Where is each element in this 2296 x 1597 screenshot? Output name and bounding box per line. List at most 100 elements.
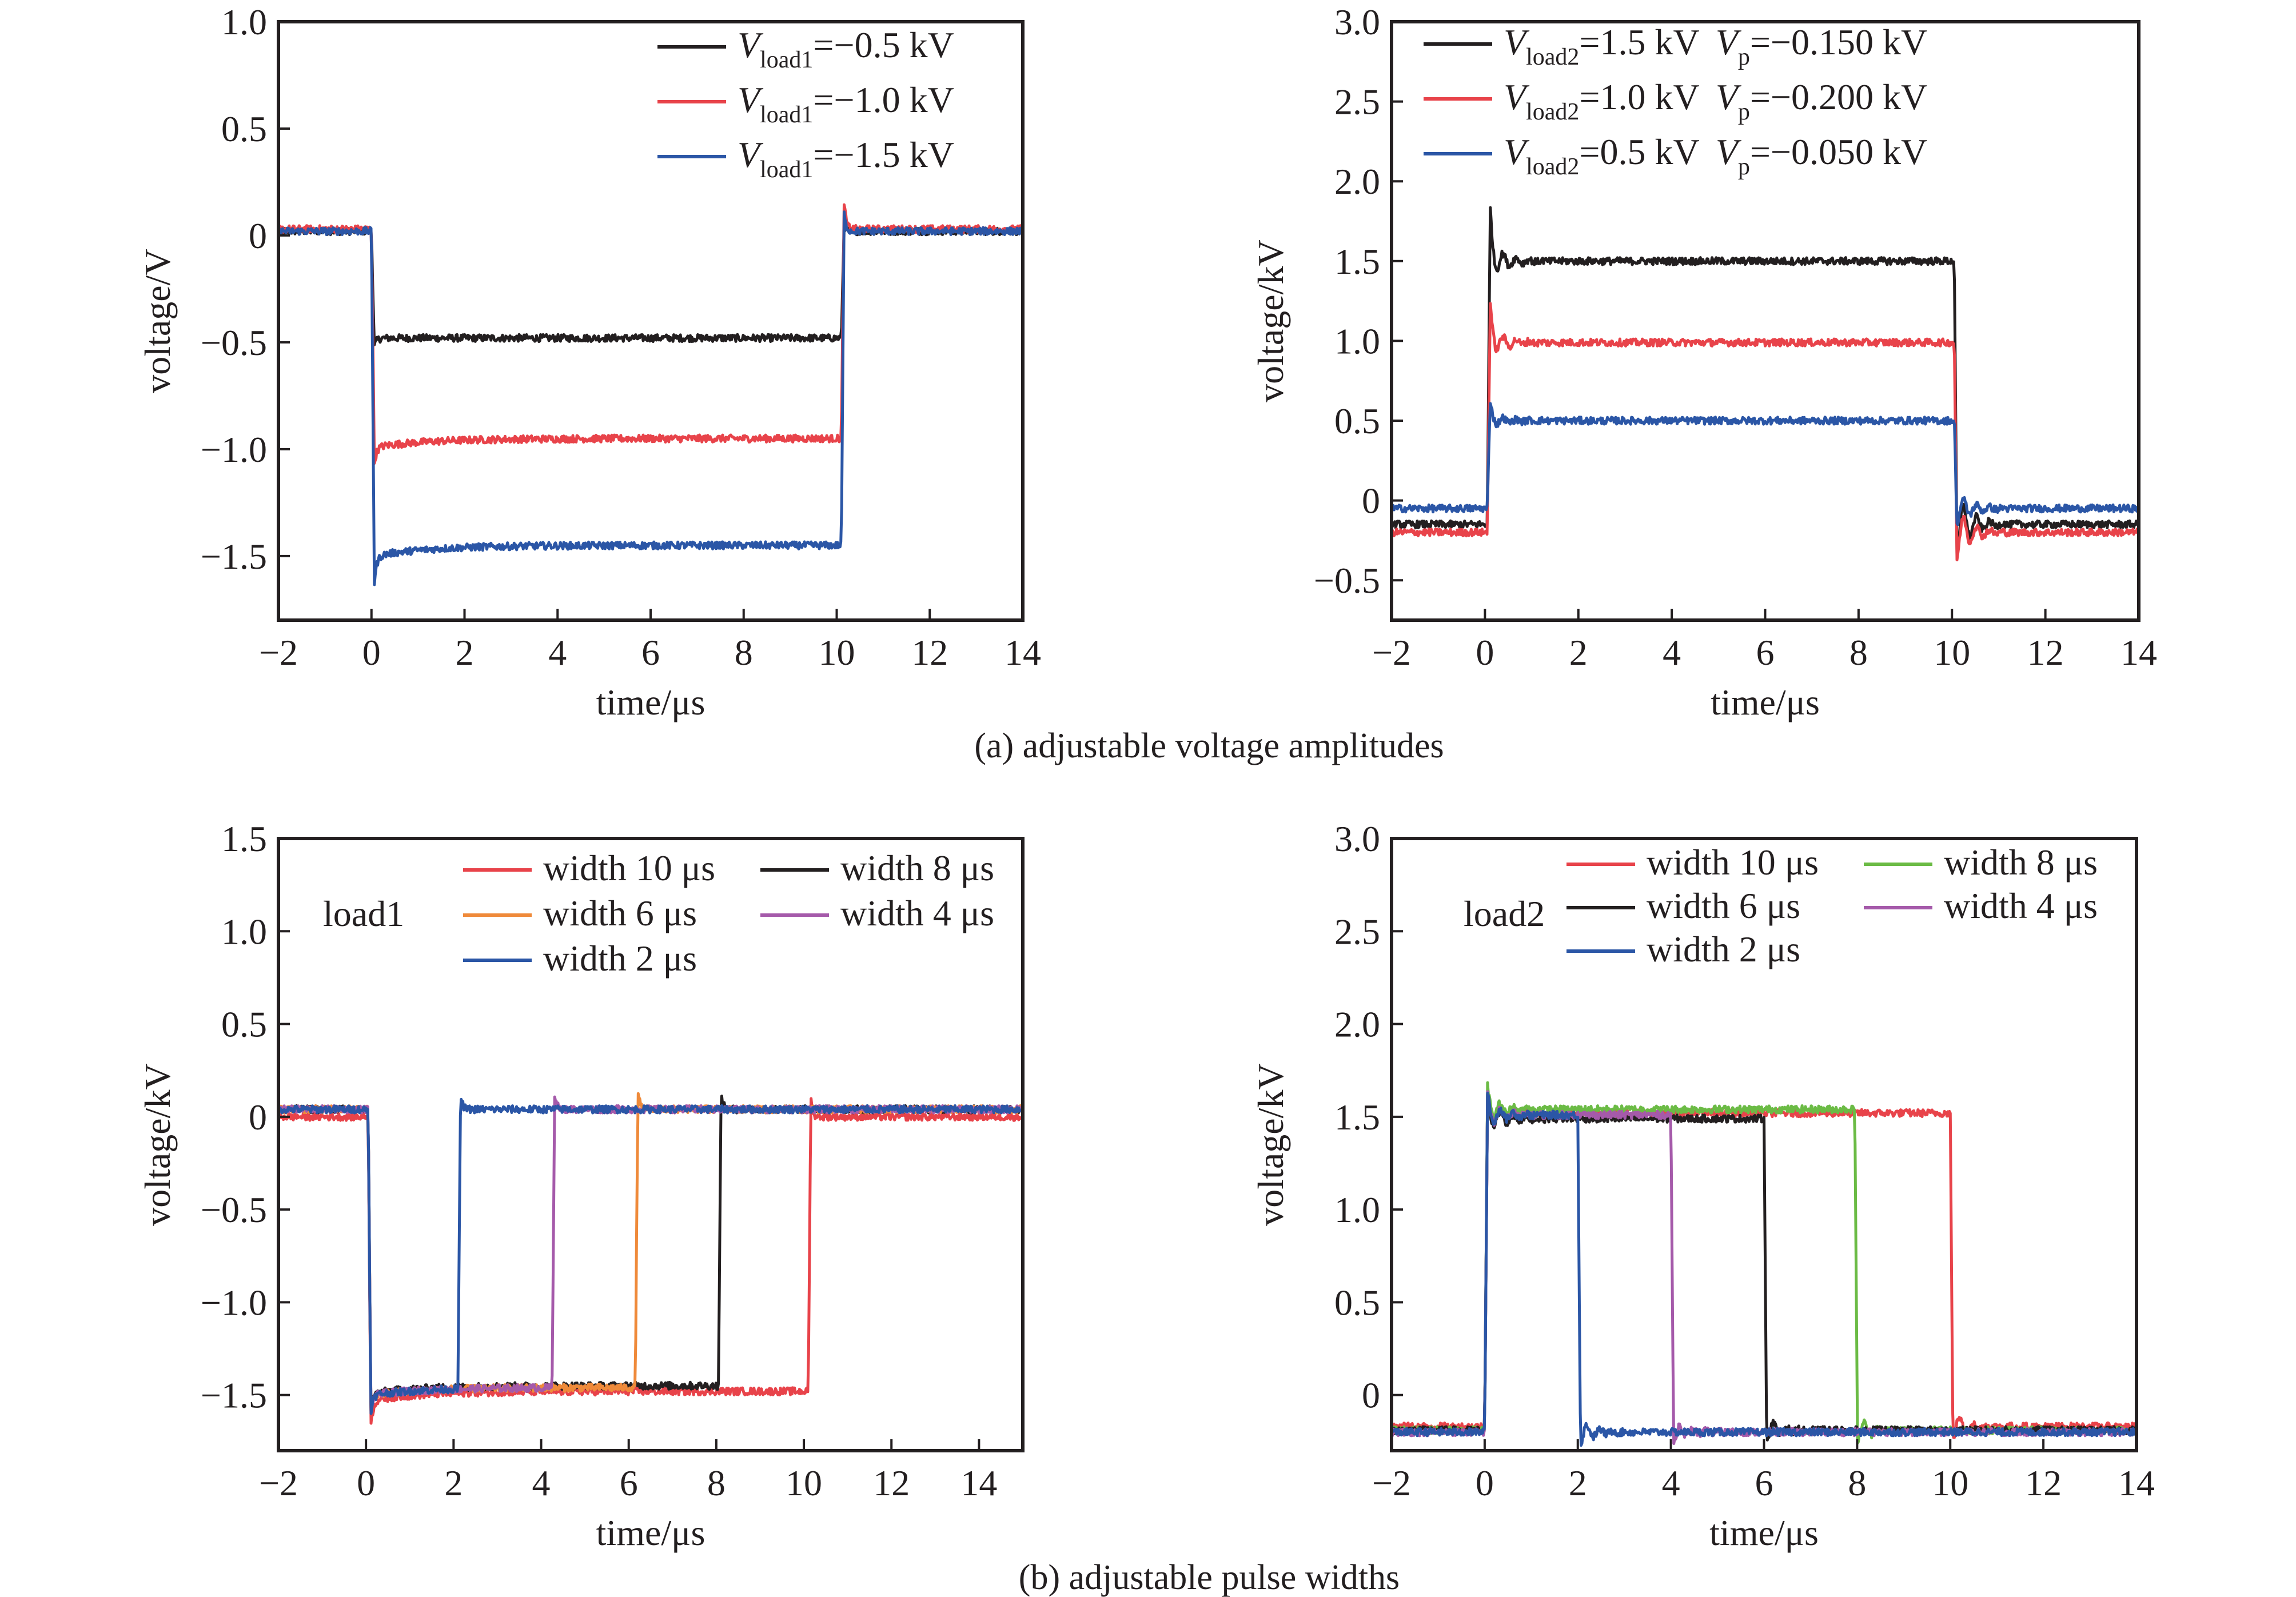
x-tick-label: 8 bbox=[735, 632, 753, 673]
y-tick-label: −1.5 bbox=[201, 536, 267, 577]
x-tick-label: 2 bbox=[1569, 632, 1588, 673]
series-line-1 bbox=[1392, 1081, 2136, 1445]
x-tick-label: 6 bbox=[1755, 1463, 1773, 1503]
legend-label: Vload2=0.5 kV Vp=−0.050 kV bbox=[1504, 131, 1927, 180]
plot-area bbox=[278, 203, 1023, 586]
series-line-1 bbox=[278, 1095, 1023, 1414]
legend-label: width 4 μs bbox=[1944, 885, 2098, 926]
legend-label: width 2 μs bbox=[543, 938, 697, 979]
y-tick-label: 0.5 bbox=[221, 109, 267, 149]
series-line-0 bbox=[278, 1097, 1023, 1425]
x-tick-label: 4 bbox=[1663, 632, 1681, 673]
legend-label: Vload1=−1.5 kV bbox=[738, 134, 954, 183]
legend-label: Vload1=−0.5 kV bbox=[738, 25, 954, 73]
legend-item: width 2 μs bbox=[463, 938, 697, 979]
y-axis-label: voltage/V bbox=[137, 249, 178, 393]
y-tick-label: −1.5 bbox=[201, 1375, 267, 1416]
legend-item: Vload1=−0.5 kV bbox=[657, 25, 954, 73]
series-line-1 bbox=[1392, 302, 2139, 562]
legend-item: Vload2=0.5 kV Vp=−0.050 kV bbox=[1424, 131, 1927, 180]
legend-item: Vload2=1.5 kV Vp=−0.150 kV bbox=[1424, 22, 1927, 70]
chart-voltage-amplitude-load1: −2 0 2 4 6 8 10 12 14 1.0 0.5 0 −0.5 −1.0 −1.5 time/μs v… bbox=[137, 2, 1041, 722]
legend-label: Vload1=−1.0 kV bbox=[738, 79, 954, 128]
x-tick-label: 14 bbox=[960, 1463, 997, 1503]
x-tick-label: 0 bbox=[1476, 1463, 1494, 1503]
legend: Vload1=−0.5 kV Vload1=−1.0 kV Vload1=−1.5 … bbox=[657, 25, 954, 183]
y-tick-label: 1.0 bbox=[1334, 1189, 1380, 1230]
y-tick-label: 1.0 bbox=[221, 2, 267, 42]
y-tick-label: 2.5 bbox=[1334, 82, 1380, 122]
x-tick-label: 8 bbox=[707, 1463, 726, 1503]
x-tick-label: 6 bbox=[641, 632, 660, 673]
load-annotation: load1 bbox=[323, 893, 404, 934]
plot-frame bbox=[277, 837, 1025, 1452]
caption-a: (a) adjustable voltage amplitudes bbox=[974, 726, 1444, 765]
y-tick-label: −1.0 bbox=[201, 1282, 267, 1323]
x-tick-label: 12 bbox=[2025, 1463, 2062, 1503]
legend-label: width 10 μs bbox=[543, 848, 715, 888]
x-tick-label: −2 bbox=[1372, 1463, 1411, 1503]
x-tick-label: 10 bbox=[819, 632, 855, 673]
chart-pulse-width-load2: −2 0 2 4 6 8 10 12 14 3.0 2.5 2.0 1.5 1.0 0.5 0 time/μs v… bbox=[1250, 819, 2155, 1553]
x-tick-label: 4 bbox=[548, 632, 567, 673]
series-line-2 bbox=[1392, 402, 2139, 526]
series-line-4 bbox=[278, 1097, 1023, 1415]
legend: Vload2=1.5 kV Vp=−0.150 kV Vload2=1.0 kV Vp… bbox=[1424, 22, 1927, 180]
plot-area bbox=[278, 1092, 1023, 1425]
series-line-1 bbox=[278, 203, 1023, 465]
legend-label: Vload2=1.5 kV Vp=−0.150 kV bbox=[1504, 22, 1927, 70]
x-tick-label: 14 bbox=[2120, 632, 2157, 673]
y-tick-label: 1.5 bbox=[221, 819, 267, 859]
series-line-2 bbox=[278, 210, 1023, 586]
legend-item: width 6 μs bbox=[1566, 885, 1800, 926]
legend-item: width 4 μs bbox=[760, 893, 994, 933]
caption-b: (b) adjustable pulse widths bbox=[1019, 1558, 1400, 1597]
legend-item: Vload1=−1.5 kV bbox=[657, 134, 954, 183]
x-tick-label: 2 bbox=[456, 632, 474, 673]
y-tick-label: 2.0 bbox=[1334, 1004, 1380, 1045]
y-tick-label: 0 bbox=[1362, 1375, 1380, 1416]
y-tick-label: 2.5 bbox=[1334, 911, 1380, 952]
series-line-4 bbox=[1392, 1092, 2136, 1447]
legend-item: width 10 μs bbox=[1566, 842, 1819, 883]
y-tick-label: −0.5 bbox=[1314, 560, 1380, 601]
x-tick-label: 10 bbox=[1932, 1463, 1968, 1503]
x-tick-label: 0 bbox=[362, 632, 381, 673]
x-tick-label: 12 bbox=[911, 632, 948, 673]
legend-item: width 8 μs bbox=[760, 848, 994, 888]
x-tick-label: 0 bbox=[1476, 632, 1494, 673]
y-tick-label: 3.0 bbox=[1334, 819, 1380, 859]
y-tick-label: −1.0 bbox=[201, 429, 267, 470]
y-tick-label: 0.5 bbox=[221, 1004, 267, 1045]
legend-item: width 10 μs bbox=[463, 848, 715, 888]
legend-item: width 6 μs bbox=[463, 893, 697, 933]
series-line-3 bbox=[278, 1095, 1023, 1410]
x-tick-label: 4 bbox=[1662, 1463, 1680, 1503]
x-tick-label: 8 bbox=[1849, 632, 1868, 673]
y-tick-label: 0 bbox=[249, 215, 267, 256]
x-tick-label: 2 bbox=[1569, 1463, 1587, 1503]
plot-area bbox=[1392, 1081, 2136, 1447]
legend-label: width 4 μs bbox=[840, 893, 994, 933]
x-tick-label: 2 bbox=[444, 1463, 463, 1503]
chart-pulse-width-load1: −2 0 2 4 6 8 10 12 14 1.5 1.0 0.5 0 −0.5 −1.0 −1.5 time/… bbox=[137, 819, 1025, 1553]
y-tick-label: −0.5 bbox=[201, 322, 267, 363]
legend-item: width 8 μs bbox=[1864, 842, 2098, 883]
legend: load1 width 10 μs width 8 μs width 6 μs widt… bbox=[323, 848, 994, 979]
series-line-2 bbox=[1392, 1093, 2136, 1442]
y-tick-label: 0.5 bbox=[1334, 1282, 1380, 1323]
x-tick-label: 4 bbox=[532, 1463, 551, 1503]
x-tick-label: 0 bbox=[357, 1463, 375, 1503]
y-axis-label: voltage/kV bbox=[1250, 1063, 1291, 1225]
x-tick-label: 14 bbox=[2118, 1463, 2155, 1503]
x-tick-label: 6 bbox=[620, 1463, 638, 1503]
legend-item: width 2 μs bbox=[1566, 929, 1800, 969]
y-tick-label: 1.0 bbox=[221, 911, 267, 952]
x-tick-label: 10 bbox=[786, 1463, 822, 1503]
legend-label: width 8 μs bbox=[1944, 842, 2098, 883]
series-line-0 bbox=[1392, 206, 2139, 557]
legend-label: width 8 μs bbox=[840, 848, 994, 888]
x-tick-label: 8 bbox=[1848, 1463, 1866, 1503]
y-tick-label: 1.5 bbox=[1334, 1097, 1380, 1137]
